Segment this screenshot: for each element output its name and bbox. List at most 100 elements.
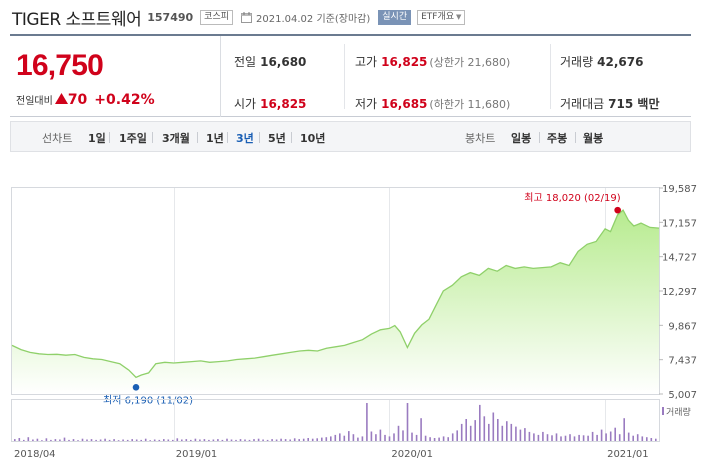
period-tab[interactable]: 1일 xyxy=(88,132,106,145)
volume-bar xyxy=(307,438,309,441)
volume-bar xyxy=(447,437,449,441)
volume-bar xyxy=(488,423,490,441)
volume-bar xyxy=(266,439,269,441)
period-tab[interactable]: 5년 xyxy=(268,132,286,145)
volume-bar xyxy=(248,439,251,441)
volume-bar xyxy=(573,436,576,441)
volume-bar xyxy=(582,435,585,441)
price-area: 16,750 전일대비 70 +0.42% xyxy=(10,36,221,117)
volume-bar xyxy=(420,418,422,441)
volume-bar xyxy=(397,425,400,441)
volume-bar xyxy=(199,439,201,441)
volume-bar xyxy=(618,434,621,441)
volume-bar xyxy=(321,437,323,441)
volume-bar xyxy=(415,434,418,441)
high-label: 고가 xyxy=(355,55,378,69)
volume-bar xyxy=(555,433,558,441)
open-cell: 시가 16,825 xyxy=(234,95,306,112)
candle-chart-label: 봉차트 xyxy=(465,132,496,145)
price-area-fill xyxy=(12,210,659,394)
volume-bar xyxy=(212,439,215,441)
x-tick-label: 2020/01 xyxy=(391,449,433,460)
volume-bar xyxy=(163,439,165,441)
volume-bar xyxy=(135,439,138,441)
period-tab[interactable]: 1주일 xyxy=(119,132,147,145)
volume-bar xyxy=(108,439,111,441)
volume-bar xyxy=(546,434,549,441)
change-label: 전일대비 xyxy=(16,96,53,107)
volume-bar xyxy=(32,439,34,441)
high-value: 16,825 xyxy=(381,55,428,69)
volume-bar xyxy=(388,436,391,441)
volume-bars xyxy=(14,403,657,441)
divider xyxy=(539,132,540,143)
volume-bar xyxy=(68,439,70,441)
volume-bar xyxy=(81,438,84,441)
amount-cell: 거래대금 715 백만 xyxy=(560,95,659,112)
reference-date: 2021.04.02 기준(장마감) xyxy=(256,13,371,25)
volume-bar xyxy=(560,436,562,441)
volume-bar xyxy=(614,427,616,441)
volume-bar xyxy=(59,439,61,441)
y-tick-label: 7,437 xyxy=(668,356,697,367)
etf-overview-button[interactable]: ETF개요 ▼ xyxy=(417,9,466,25)
low-label: 저가 xyxy=(355,97,378,111)
volume-bar xyxy=(275,439,278,441)
volume-bar xyxy=(77,440,79,441)
volume-bar xyxy=(352,434,355,441)
volume-bar xyxy=(650,438,653,441)
volume-bar xyxy=(330,436,332,441)
volume-bar xyxy=(542,431,544,441)
volume-bar xyxy=(375,434,377,441)
volume-bar xyxy=(302,438,305,441)
high-cell: 고가 16,825 (상한가 21,680) xyxy=(355,53,510,70)
current-price: 16,750 xyxy=(16,49,104,82)
volume-bar xyxy=(311,438,314,441)
period-tab[interactable]: 3개월 xyxy=(162,132,190,145)
volume-bar xyxy=(104,438,106,441)
period-tab[interactable]: 1년 xyxy=(206,132,224,145)
volume-bar xyxy=(564,435,567,441)
candle-tab[interactable]: 주봉 xyxy=(547,132,568,145)
volume-bar xyxy=(438,437,440,441)
period-tab[interactable]: 10년 xyxy=(300,132,326,145)
volume-bar xyxy=(262,439,264,441)
y-tick-label: 5,007 xyxy=(668,390,697,401)
volume-bar xyxy=(217,439,219,441)
x-tick-label: 2021/01 xyxy=(607,449,649,460)
y-tick-label: 12,297 xyxy=(662,287,697,298)
volume-bar xyxy=(140,439,142,441)
volume-bar xyxy=(627,432,630,441)
candle-tab[interactable]: 일봉 xyxy=(511,132,532,145)
volume-bar xyxy=(235,439,237,441)
volume-bar xyxy=(433,438,436,441)
volume-bar xyxy=(510,423,513,441)
period-tab-active[interactable]: 3년 xyxy=(236,132,254,145)
volume-bar xyxy=(411,432,413,441)
realtime-button[interactable]: 실시간 xyxy=(378,9,412,25)
volume-bar xyxy=(194,438,197,441)
divider xyxy=(109,132,110,143)
volume-bar xyxy=(18,438,21,441)
volume-bar xyxy=(632,435,634,441)
price-chart[interactable]: 19,58717,15714,72712,2979,8677,4375,007 … xyxy=(0,152,701,466)
divider xyxy=(259,132,260,143)
volume-bar xyxy=(239,439,242,441)
volume-bar xyxy=(600,429,603,441)
volume-bar xyxy=(348,431,350,441)
x-axis: 2018/04 2019/01 2020/01 2021/01 xyxy=(14,449,649,460)
volume-bar xyxy=(203,439,206,441)
candle-tab[interactable]: 월봉 xyxy=(583,132,604,145)
volume-bar xyxy=(456,430,458,441)
volume-legend-swatch xyxy=(662,407,664,415)
volume-bar xyxy=(153,439,156,441)
volume-bar xyxy=(591,431,594,441)
volume-bar xyxy=(578,434,580,441)
volume-bar xyxy=(185,439,188,441)
volume-bar xyxy=(442,436,445,441)
volume-bar xyxy=(474,420,476,441)
volume-bar xyxy=(451,433,454,441)
volume-bar xyxy=(402,430,404,441)
low-annotation: 최저 6,190 (11/02) xyxy=(103,394,193,406)
volume-grid xyxy=(174,400,606,441)
